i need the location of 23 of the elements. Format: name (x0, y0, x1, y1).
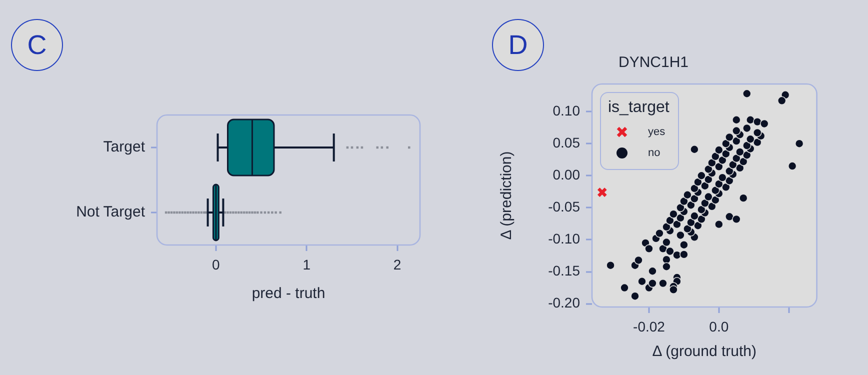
legend-title: is_target (608, 98, 670, 118)
text: D (507, 30, 529, 60)
x-axis-title: Δ (ground truth) (652, 343, 757, 360)
y-tick-label: Not Target (76, 204, 146, 221)
chart-title: DYNC1H1 (618, 54, 689, 72)
legend-label: no (648, 146, 660, 158)
x-tick-label: 0.0 (709, 318, 729, 334)
y-tick-label: -0.15 (548, 262, 580, 279)
y-tick-label: -0.20 (548, 294, 580, 311)
y-tick-label: Target (103, 138, 146, 156)
y-tick-label: -0.05 (548, 198, 580, 215)
y-tick-label: 0.00 (552, 166, 580, 182)
y-tick-label: -0.10 (548, 230, 580, 247)
y-tick-label: 0.10 (552, 102, 580, 118)
y-tick-label: 0.05 (552, 134, 580, 150)
x-tick-label: 0 (212, 256, 220, 272)
y-axis-title: Δ (prediction) (498, 151, 516, 240)
x-tick-label: -0.02 (633, 318, 666, 334)
x-tick-label: 1 (302, 256, 311, 272)
x-tick-label: 2 (393, 256, 402, 272)
text: C (26, 30, 48, 60)
legend-label: yes (648, 126, 666, 138)
x-axis-title: pred - truth (252, 285, 326, 302)
